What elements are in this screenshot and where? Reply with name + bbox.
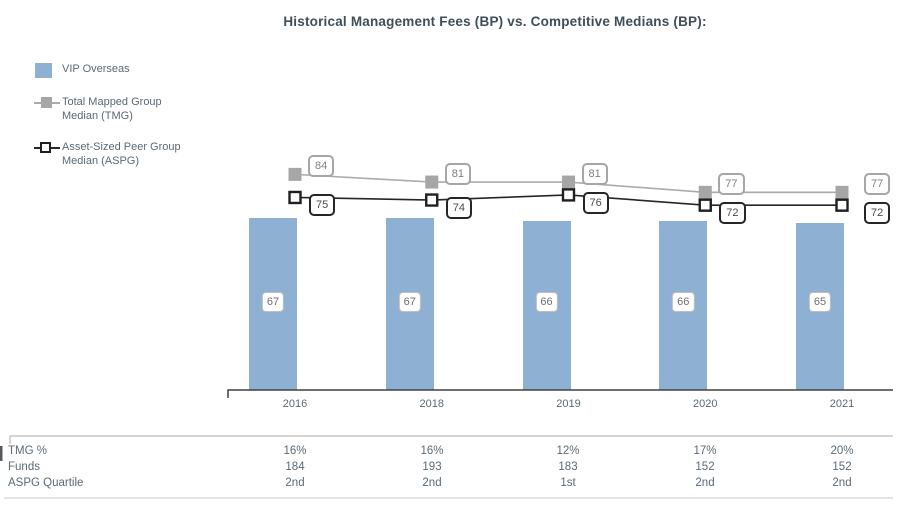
aspg-marker: [425, 193, 439, 207]
row-label-tmg-pct: TMG %: [8, 445, 47, 457]
table-cell: 152: [695, 461, 715, 473]
row-label-funds: Funds: [8, 461, 40, 473]
table-cell: 184: [285, 461, 305, 473]
left-edge-mark: [0, 446, 3, 461]
table-cell: 193: [422, 461, 442, 473]
tmg-marker: [562, 175, 575, 189]
legend-item-aspg: Asset-Sized Peer Group Median (ASPG): [34, 140, 234, 168]
table-cell: 183: [558, 461, 578, 473]
table-cell: 1st: [560, 477, 576, 489]
table-cell: 152: [832, 461, 852, 473]
table-top-rule: [9, 435, 893, 444]
tmg-marker: [288, 167, 302, 181]
chart-title: Historical Management Fees (BP) vs. Comp…: [283, 14, 707, 29]
aspg-marker: [288, 190, 302, 205]
table-row-tmg-pct: TMG % 16% 16% 12% 17% 20%: [0, 445, 898, 461]
tmg-marker: [425, 175, 439, 189]
table-cell: 20%: [830, 445, 854, 457]
table-row-aspg-quartile: ASPG Quartile 2nd 2nd 1st 2nd 2nd: [0, 477, 898, 493]
table-cell: 16%: [283, 445, 307, 457]
aspg-marker: [835, 198, 849, 212]
aspg-marker-icon: [34, 141, 60, 154]
legend: VIP Overseas Total Mapped Group Median (…: [34, 62, 234, 185]
table-cell: 2nd: [422, 477, 442, 489]
legend-label-aspg: Asset-Sized Peer Group Median (ASPG): [62, 141, 181, 167]
legend-label-vip-overseas: VIP Overseas: [62, 63, 130, 75]
table-cell: 17%: [693, 445, 717, 457]
table-row-funds: Funds 184 193 183 152 152: [0, 461, 898, 477]
table-cell: 2nd: [285, 477, 305, 489]
aspg-marker: [561, 188, 576, 202]
table-cell: 2nd: [832, 477, 852, 489]
row-label-aspg-quartile: ASPG Quartile: [8, 477, 84, 489]
bar-swatch-icon: [35, 63, 52, 78]
legend-item-vip-overseas: VIP Overseas: [34, 62, 234, 78]
table-cell: 16%: [420, 445, 444, 457]
legend-label-tmg: Total Mapped Group Median (TMG): [62, 96, 162, 122]
table-cell: 2nd: [695, 477, 715, 489]
x-axis-line: [227, 389, 893, 398]
tmg-marker: [835, 185, 849, 199]
legend-item-tmg: Total Mapped Group Median (TMG): [34, 95, 234, 123]
aspg-marker: [698, 198, 712, 212]
tmg-marker-icon: [34, 96, 60, 109]
tmg-marker: [698, 185, 712, 199]
table-cell: 12%: [556, 445, 580, 457]
